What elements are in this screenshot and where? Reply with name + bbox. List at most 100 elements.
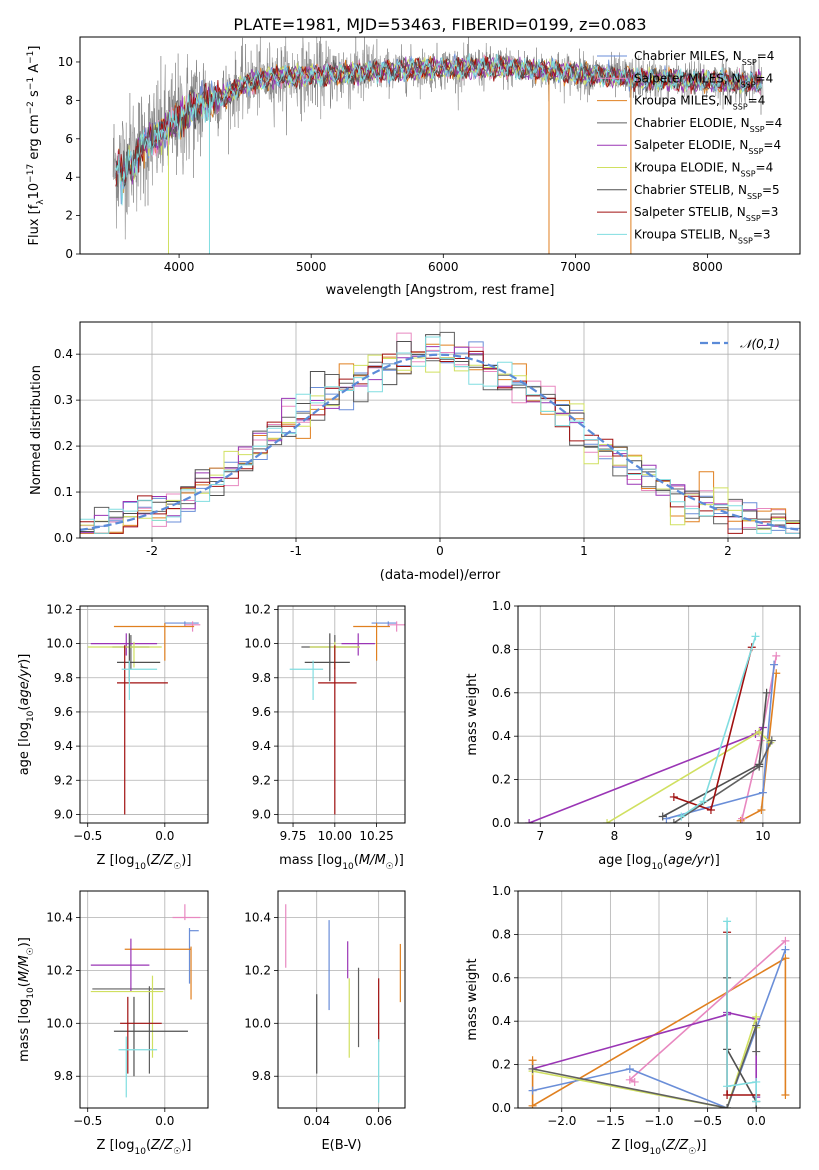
y-tick-label: 0.2 <box>492 773 511 787</box>
x-tick-label: −0.5 <box>73 829 102 843</box>
x-tick-label: −0.5 <box>73 1114 102 1128</box>
x-tick-label: 7 <box>536 829 544 843</box>
y-tick-label: 9.2 <box>54 773 73 787</box>
y-tick-label: 0.4 <box>492 1014 511 1028</box>
age_vs_Z-frame <box>79 605 209 824</box>
y-tick-label: 0.6 <box>492 686 511 700</box>
errorbar-point <box>341 633 375 656</box>
y-tick-label: 0.2 <box>54 439 73 453</box>
errorbar-point <box>172 904 201 921</box>
y-tick-label: 10.0 <box>244 637 271 651</box>
y-axis-label: mass weight <box>465 958 480 1040</box>
age_vs_Z-axes: −0.5 0.0 9.0 9.2 9.4 9.6 9.8 10.0 10.2 Z [log10(Z… <box>17 602 208 872</box>
y-tick-label: 0.0 <box>492 816 511 830</box>
axis-label: Flux [fλ10−17 erg cm−2 s−1 A−1] <box>26 46 46 246</box>
y-tick-label: 0.0 <box>492 1101 511 1115</box>
axis-label: Z [log10(Z/Z☉)] <box>612 1138 707 1157</box>
axis-label: age [log10(age/yr)] <box>17 654 36 776</box>
legend-entry: Salpeter STELIB, NSSP=3 <box>634 205 778 223</box>
weight_vs_age-frame <box>517 605 801 824</box>
legend-entry: Salpeter ELODIE, NSSP=4 <box>634 138 781 156</box>
x-tick-label: 0 <box>436 544 444 558</box>
y-tick-label: 1.0 <box>492 884 511 898</box>
y-tick-label: 0.6 <box>492 971 511 985</box>
x-tick-label: 8 <box>611 829 619 843</box>
y-tick-label: 9.6 <box>252 705 271 719</box>
weight-series-line <box>532 1011 757 1098</box>
y-tick-label: 9.8 <box>252 1069 271 1083</box>
y-tick-label: 8 <box>65 93 73 107</box>
errorbar-point <box>90 633 158 656</box>
weight-marker <box>755 760 764 769</box>
y-tick-label: 9.6 <box>54 705 73 719</box>
errorbar-point <box>117 633 161 682</box>
weight_vs_Z-frame <box>517 890 801 1109</box>
x-tick-label: -1 <box>290 544 302 558</box>
errorbar-point <box>118 1036 158 1098</box>
spectrum-model-line <box>115 54 763 187</box>
errorbar-point <box>90 975 164 1058</box>
errorbar-point <box>92 986 165 1074</box>
weight_vs_Z-axes: −2.0 −1.5 −1.0 −0.5 0.0 0.0 0.2 0.4 0.6 0.8 1.0 Z [… <box>465 884 800 1157</box>
errorbar-point <box>124 946 192 1000</box>
weight-marker <box>669 819 678 823</box>
y-tick-label: 10.2 <box>244 963 271 977</box>
weight-marker <box>772 651 781 660</box>
weight-marker <box>770 660 779 669</box>
errorbar-point <box>318 645 357 815</box>
weight-series-line <box>532 1025 757 1108</box>
weight-marker <box>625 1064 634 1073</box>
x-tick-label: −1.5 <box>596 1114 625 1128</box>
weight-marker <box>723 1104 732 1108</box>
y-tick-label: 2 <box>65 209 73 223</box>
normal-curve <box>80 353 800 531</box>
x-tick-label: 5000 <box>296 260 327 274</box>
errorbar-point <box>289 660 324 700</box>
histogram-series <box>80 350 800 534</box>
y-tick-label: 10.4 <box>46 910 73 924</box>
mass_vs_Z-frame <box>79 890 209 1109</box>
x-tick-label: 0.06 <box>365 1114 392 1128</box>
y-tick-label: 6 <box>65 132 73 146</box>
x-tick-label: 0.0 <box>747 1114 766 1128</box>
y-tick-label: 0.8 <box>492 927 511 941</box>
weight-marker <box>738 814 747 823</box>
age_vs_mass-frame <box>277 605 406 824</box>
weight-marker <box>762 688 771 697</box>
y-tick-label: 9.4 <box>54 739 73 753</box>
y-tick-label: 9.8 <box>54 1069 73 1083</box>
histogram-series <box>80 336 800 534</box>
weight-marker <box>723 917 732 926</box>
weight-marker <box>752 1097 761 1106</box>
weight-marker <box>603 819 612 823</box>
x-axis-label: (data-model)/error <box>380 568 501 583</box>
errorbar-point <box>112 635 150 670</box>
errorbar-point <box>164 621 199 627</box>
x-tick-label: −0.5 <box>693 1114 722 1128</box>
y-tick-label: 9.8 <box>252 671 271 685</box>
y-tick-label: 0 <box>65 247 73 261</box>
weight-marker <box>723 1082 732 1091</box>
errorbar-point <box>371 621 397 627</box>
weight-marker <box>752 1047 761 1056</box>
errorbar-point <box>113 623 195 661</box>
y-tick-label: 10.0 <box>46 637 73 651</box>
weight-marker <box>528 1056 537 1065</box>
weight-marker <box>677 812 686 821</box>
y-tick-label: 10.2 <box>46 963 73 977</box>
weight-marker <box>528 1101 537 1108</box>
x-tick-label: 9 <box>685 829 693 843</box>
errorbar-point <box>117 645 168 815</box>
weight-marker <box>528 1064 537 1073</box>
weight-series-line <box>680 636 757 818</box>
x-tick-label: −2.0 <box>547 1114 576 1128</box>
errorbar-point <box>353 623 390 661</box>
weight-marker <box>525 819 534 823</box>
weight-marker <box>781 1090 790 1099</box>
legend-entry: Salpeter MILES, NSSP=4 <box>634 71 773 89</box>
x-tick-label: 0.0 <box>155 829 174 843</box>
x-tick-label: 8000 <box>692 260 723 274</box>
x-tick-label: 9.75 <box>280 829 307 843</box>
y-tick-label: 9.8 <box>54 671 73 685</box>
spectrum-axes: 4000 5000 6000 7000 8000 0 2 4 6 8 10 wavelength [A… <box>26 37 764 298</box>
